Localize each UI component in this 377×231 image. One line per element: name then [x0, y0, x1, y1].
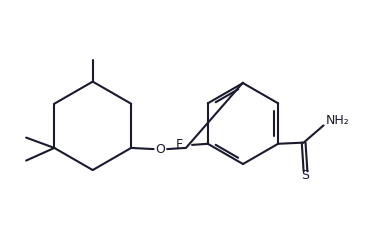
- Text: O: O: [155, 143, 166, 156]
- Text: S: S: [302, 169, 310, 182]
- Text: NH₂: NH₂: [326, 114, 350, 127]
- Text: F: F: [176, 138, 183, 151]
